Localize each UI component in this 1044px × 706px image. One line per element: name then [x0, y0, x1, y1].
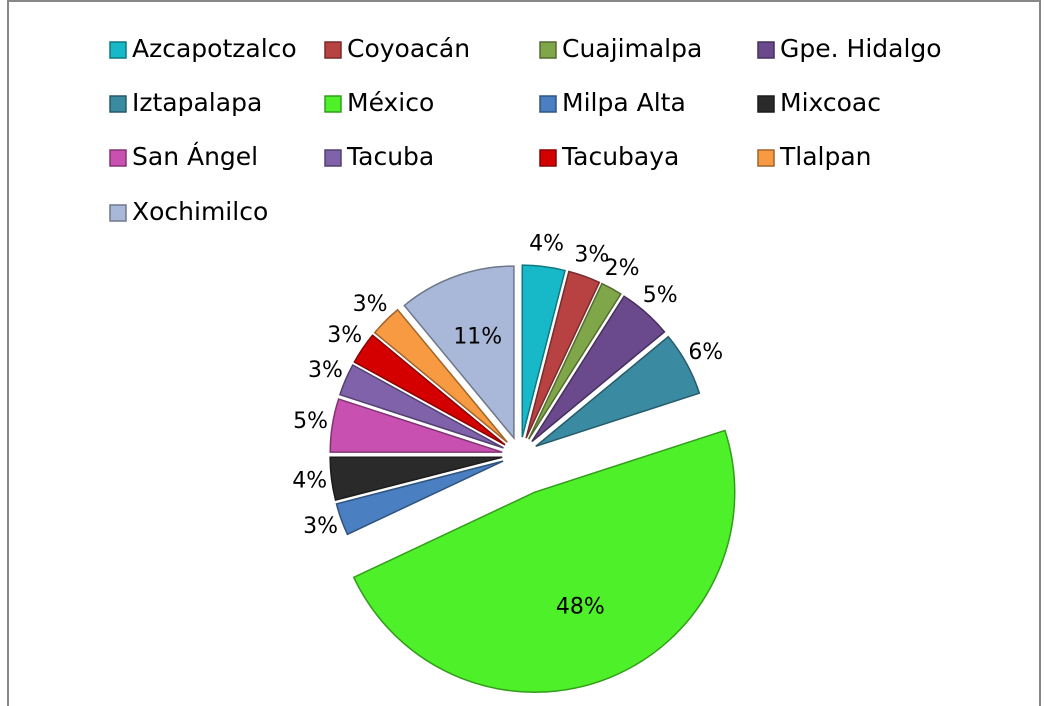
pie-slice: [527, 282, 622, 440]
legend-swatch: [109, 204, 127, 222]
legend-swatch: [539, 41, 557, 59]
legend-label: Tlalpan: [779, 142, 872, 171]
legend-swatch: [109, 95, 127, 113]
legend-swatch: [109, 41, 127, 59]
pie-slice: [338, 363, 504, 449]
pie-slice: [525, 270, 601, 439]
legend-swatch: [324, 41, 342, 59]
chart-frame: [7, 0, 1041, 706]
pie-slice: [403, 265, 515, 441]
data-label: 3%: [353, 292, 388, 317]
data-label: 11%: [453, 325, 502, 350]
data-label: 4%: [529, 232, 564, 257]
legend-swatch: [109, 149, 127, 167]
data-label: 48%: [556, 594, 605, 619]
pie-slice: [329, 456, 503, 501]
legend-swatch: [539, 95, 557, 113]
data-label: 3%: [327, 323, 362, 348]
legend-swatch: [324, 95, 342, 113]
legend-label: Xochimilco: [132, 197, 268, 226]
legend-label: México: [347, 88, 434, 117]
legend-swatch: [757, 95, 775, 113]
data-label: 5%: [293, 409, 328, 434]
legend-label: Tacubaya: [561, 142, 679, 171]
legend-swatch: [324, 149, 342, 167]
pie-slice: [531, 295, 666, 443]
pie-slice: [335, 460, 504, 536]
data-label: 5%: [643, 283, 678, 308]
data-label: 3%: [308, 358, 343, 383]
pie-slice: [352, 429, 736, 693]
pie-slice: [353, 334, 506, 446]
legend-label: Milpa Alta: [562, 88, 686, 117]
legend-label: Azcapotzalco: [132, 34, 297, 63]
legend-swatch: [757, 41, 775, 59]
pie-slice: [329, 398, 503, 453]
legend-swatch: [539, 149, 557, 167]
legend-label: Coyoacán: [347, 34, 470, 63]
data-label: 2%: [605, 256, 640, 281]
legend-label: Iztapalapa: [132, 88, 262, 117]
legend-label: San Ángel: [132, 142, 258, 171]
legend-label: Cuajimalpa: [562, 34, 702, 63]
data-label: 4%: [292, 469, 327, 494]
legend-label: Gpe. Hidalgo: [780, 34, 942, 63]
legend-label: Tacuba: [346, 142, 434, 171]
data-label: 3%: [303, 514, 338, 539]
legend-swatch: [757, 149, 775, 167]
pie-slice: [521, 264, 566, 438]
data-label: 6%: [688, 340, 723, 365]
pie-slice: [535, 335, 701, 448]
legend-label: Mixcoac: [780, 88, 881, 117]
pie-slice: [373, 308, 508, 443]
data-label: 3%: [574, 243, 609, 268]
